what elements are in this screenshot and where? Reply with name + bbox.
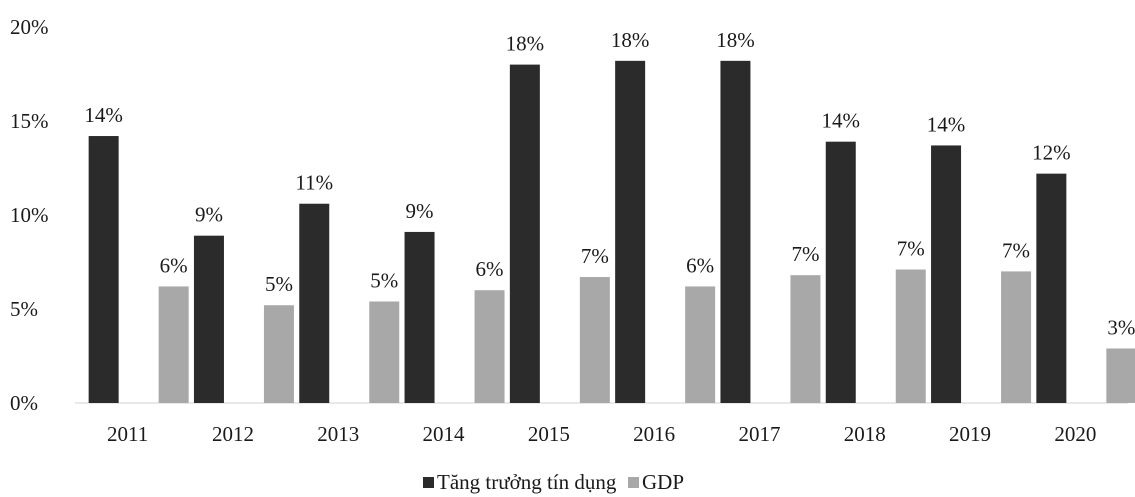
x-tick-label: 2019 — [949, 422, 991, 446]
x-axis-labels: 2011 2012 2013 2014 2015 2016 2017 2018 2019 2020 — [107, 422, 1096, 446]
y-tick-label: 20% — [10, 15, 49, 39]
gdp-label-2014: 6% — [476, 257, 504, 281]
gdp-bar-2011 — [158, 286, 189, 403]
y-tick-label: 0% — [10, 391, 38, 415]
credit-growth-label-2019: 14% — [927, 112, 966, 136]
x-tick-label: 2011 — [107, 422, 148, 446]
gdp-label-2012: 5% — [265, 272, 293, 296]
gdp-label-2018: 7% — [897, 237, 925, 261]
y-tick-label: 5% — [10, 297, 38, 321]
gdp-bar-2013 — [369, 301, 400, 403]
credit-growth-bar-2016 — [615, 60, 646, 404]
legend-label-gdp: GDP — [642, 470, 684, 494]
gdp-bar-2019 — [1001, 271, 1032, 403]
gdp-label-2017: 7% — [791, 242, 819, 266]
credit-growth-label-2013: 11% — [295, 171, 333, 195]
gdp-bar-2017 — [790, 275, 821, 403]
credit-growth-label-2018: 14% — [822, 109, 861, 133]
gdp-bar-2018 — [895, 269, 926, 403]
gdp-bar-2016 — [685, 286, 716, 403]
y-tick-label: 15% — [10, 109, 49, 133]
y-tick-label: 10% — [10, 203, 49, 227]
credit-growth-bar-2011 — [88, 136, 119, 404]
x-tick-label: 2015 — [528, 422, 570, 446]
gdp-label-2019: 7% — [1002, 238, 1030, 262]
credit-growth-bar-2018 — [825, 141, 856, 403]
credit-growth-bar-2013 — [299, 203, 330, 403]
x-tick-label: 2017 — [738, 422, 780, 446]
data-labels-group: 14% 6% 9% 5% 11% 5% 9% 6% 18% 7% 18% 6% 18% 7% 14% 7% 14… — [84, 28, 1135, 340]
gdp-bar-2012 — [263, 305, 294, 403]
x-tick-label: 2014 — [423, 422, 466, 446]
bars-group — [88, 60, 1135, 404]
credit-growth-bar-2015 — [509, 64, 540, 403]
credit-growth-bar-2017 — [720, 60, 751, 404]
credit-growth-bar-2019 — [931, 145, 962, 403]
gdp-bar-2014 — [474, 290, 505, 403]
gdp-bar-2015 — [579, 277, 610, 403]
x-tick-label: 2013 — [317, 422, 359, 446]
credit-growth-label-2011: 14% — [84, 103, 123, 127]
legend-swatch-gdp — [628, 477, 639, 488]
credit-growth-label-2016: 18% — [611, 28, 650, 52]
credit-growth-bar-2014 — [404, 231, 435, 403]
legend: Tăng trưởng tín dụng GDP — [423, 470, 684, 494]
gdp-label-2016: 6% — [686, 253, 714, 277]
credit-growth-bar-2020 — [1036, 173, 1067, 403]
y-axis-ticks: 0% 5% 10% 15% 20% — [10, 15, 49, 415]
legend-swatch-credit-growth — [423, 477, 434, 488]
gdp-label-2011: 6% — [160, 253, 188, 277]
gdp-label-2013: 5% — [370, 268, 398, 292]
x-tick-label: 2012 — [212, 422, 254, 446]
credit-growth-label-2012: 9% — [195, 203, 223, 227]
gdp-bar-2020 — [1106, 348, 1135, 403]
credit-growth-bar-2012 — [193, 235, 224, 403]
x-tick-label: 2018 — [844, 422, 886, 446]
gdp-label-2020: 3% — [1107, 315, 1135, 339]
x-tick-label: 2020 — [1054, 422, 1096, 446]
credit-growth-label-2015: 18% — [506, 32, 545, 56]
x-tick-label: 2016 — [633, 422, 675, 446]
credit-growth-label-2020: 12% — [1032, 141, 1071, 165]
legend-label-credit-growth: Tăng trưởng tín dụng — [437, 470, 617, 494]
credit-growth-label-2014: 9% — [406, 199, 434, 223]
credit-growth-label-2017: 18% — [716, 28, 755, 52]
gdp-label-2015: 7% — [581, 244, 609, 268]
